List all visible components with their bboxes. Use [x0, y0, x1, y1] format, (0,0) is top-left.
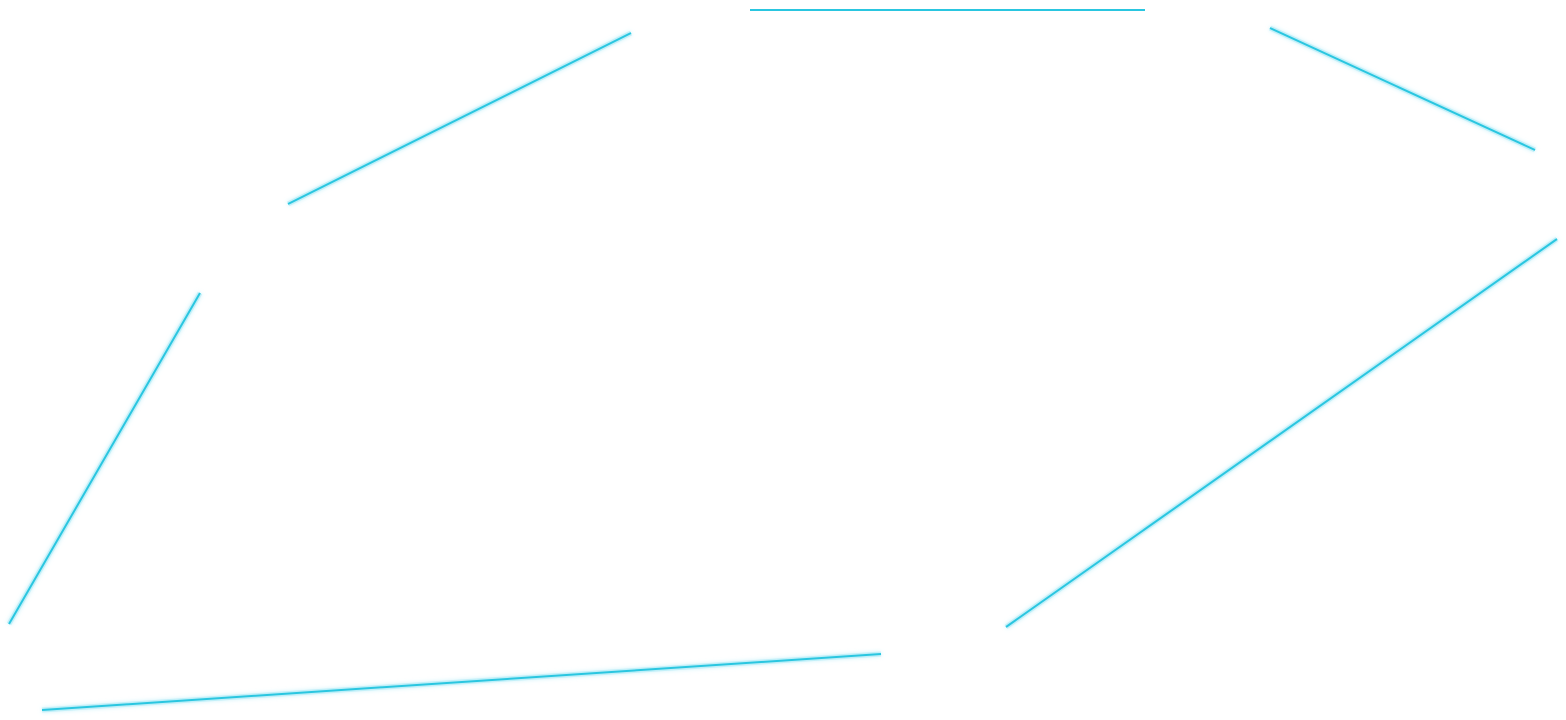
line-segment-5: [8, 292, 201, 625]
line-segments: [6, 7, 1559, 713]
line-segment-3: [1005, 238, 1558, 628]
line-segment-4: [41, 653, 882, 711]
line-segment-2: [1269, 27, 1536, 151]
line-segment-6: [287, 32, 632, 205]
